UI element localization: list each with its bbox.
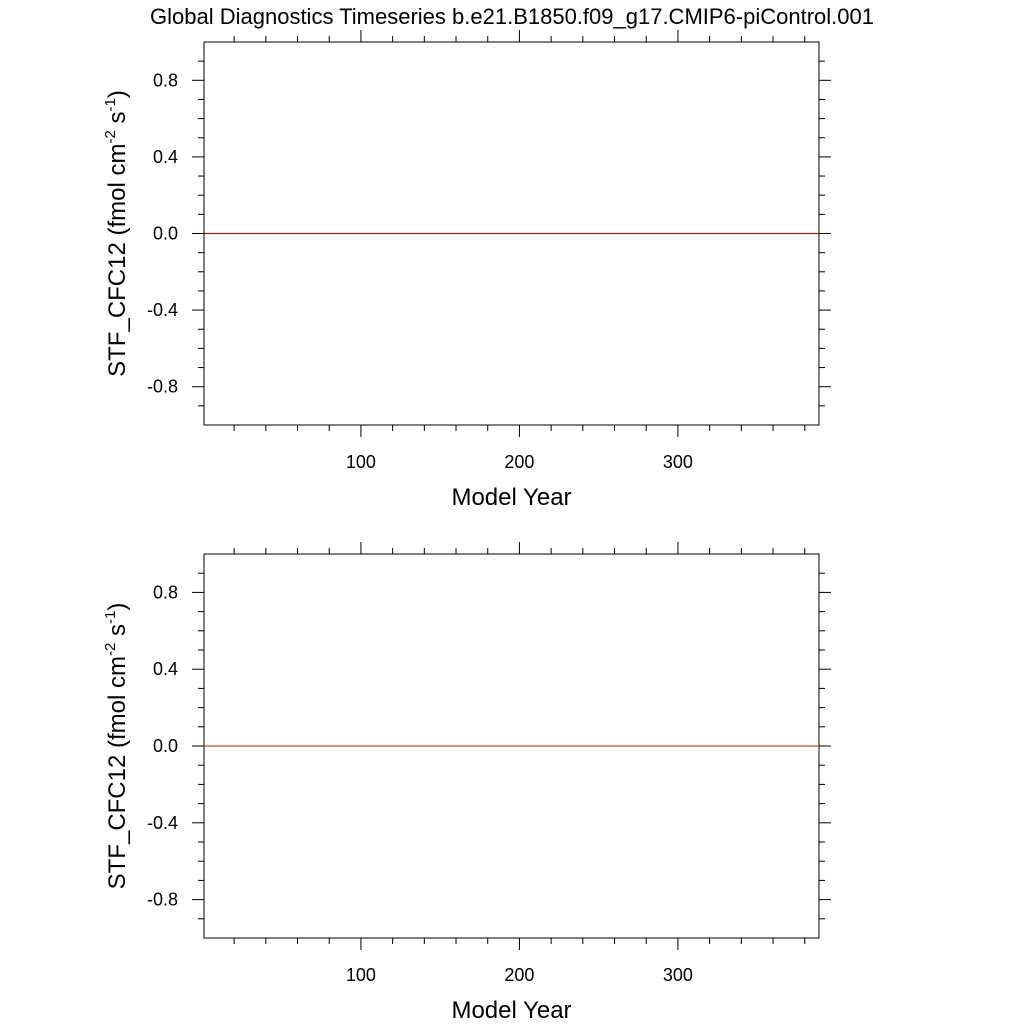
y-tick-label: -0.8 <box>147 377 178 397</box>
chart-panel-top: -0.8 -0.4 0.0 0.4 0.8 100 200 300 Model Year S… <box>102 30 831 511</box>
y-axis-title-text: s <box>104 624 131 643</box>
x-tick-label: 200 <box>504 965 534 985</box>
y-axis-title-superscript: -1 <box>102 611 119 624</box>
y-axis-title-text: s <box>104 111 131 130</box>
y-tick-label: -0.8 <box>147 890 178 910</box>
x-tick-label: 200 <box>504 452 534 472</box>
y-tick-label: -0.4 <box>147 813 178 833</box>
y-tick-label: 0.0 <box>153 224 178 244</box>
x-tick-label: 300 <box>663 452 693 472</box>
y-axis-title-superscript: -2 <box>102 130 119 143</box>
x-tick-labels: 100 200 300 <box>346 965 693 985</box>
y-axis-title: STF_CFC12 (fmol cm-2 s-1) <box>102 90 131 377</box>
y-axis-title-text: STF_CFC12 (fmol cm <box>104 656 131 889</box>
chart-panel-bottom: -0.8 -0.4 0.0 0.4 0.8 100 200 300 Model Year S… <box>102 542 831 1024</box>
y-tick-labels: -0.8 -0.4 0.0 0.4 0.8 <box>147 582 178 909</box>
tick-marks <box>192 30 831 437</box>
y-axis-title-text: ) <box>104 603 131 611</box>
y-tick-label: 0.0 <box>153 736 178 756</box>
x-tick-label: 300 <box>663 965 693 985</box>
y-tick-label: 0.8 <box>153 582 178 602</box>
y-tick-labels: -0.8 -0.4 0.0 0.4 0.8 <box>147 70 178 396</box>
y-axis-title-superscript: -2 <box>102 643 119 656</box>
y-tick-label: -0.4 <box>147 300 178 320</box>
y-axis-title: STF_CFC12 (fmol cm-2 s-1) <box>102 603 131 890</box>
y-axis-title-superscript: -1 <box>102 98 119 111</box>
tick-marks <box>192 542 831 950</box>
y-tick-label: 0.4 <box>153 659 178 679</box>
x-tick-label: 100 <box>346 452 376 472</box>
page-title: Global Diagnostics Timeseries b.e21.B185… <box>150 4 874 29</box>
y-tick-label: 0.4 <box>153 147 178 167</box>
x-tick-label: 100 <box>346 965 376 985</box>
x-axis-title: Model Year <box>451 484 571 511</box>
y-axis-title-text: STF_CFC12 (fmol cm <box>104 144 131 377</box>
x-axis-title: Model Year <box>451 997 571 1024</box>
y-axis-title-text: ) <box>104 90 131 98</box>
x-tick-labels: 100 200 300 <box>346 452 693 472</box>
y-tick-label: 0.8 <box>153 70 178 90</box>
